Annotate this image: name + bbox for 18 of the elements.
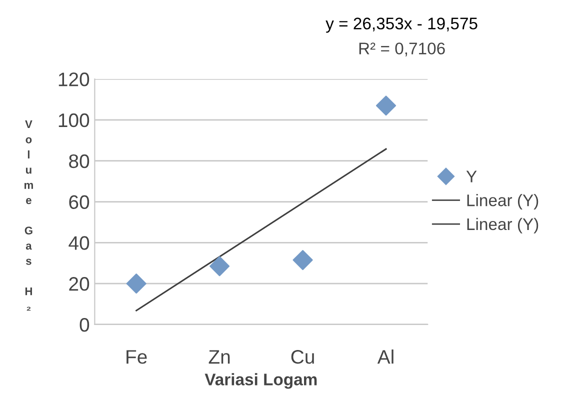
y-tick-label: 120 <box>58 72 90 86</box>
x-tick-label: Cu <box>291 350 314 364</box>
legend-label: Linear (Y) <box>467 218 538 234</box>
legend-label: Linear (Y) <box>467 194 538 210</box>
y-tick-label: 0 <box>80 318 90 332</box>
text: R² = 0,7106 <box>359 42 445 56</box>
y-tick-label: 80 <box>69 154 90 168</box>
x-tick-label: Fe <box>126 350 147 364</box>
x-axis-title: Variasi Logam <box>204 373 317 389</box>
y-tick-label: 60 <box>69 195 90 209</box>
legend-label: Y <box>466 170 477 182</box>
y-tick-label: 40 <box>68 236 90 250</box>
x-tick-label: Zn <box>208 350 230 364</box>
y-tick-label: 20 <box>69 277 90 291</box>
x-tick-label: Al <box>377 349 394 364</box>
text: y = 26,353x - 19,575 <box>326 18 478 33</box>
text: Volume Gas H₂ <box>24 120 33 311</box>
y-tick-label: 100 <box>58 113 90 128</box>
